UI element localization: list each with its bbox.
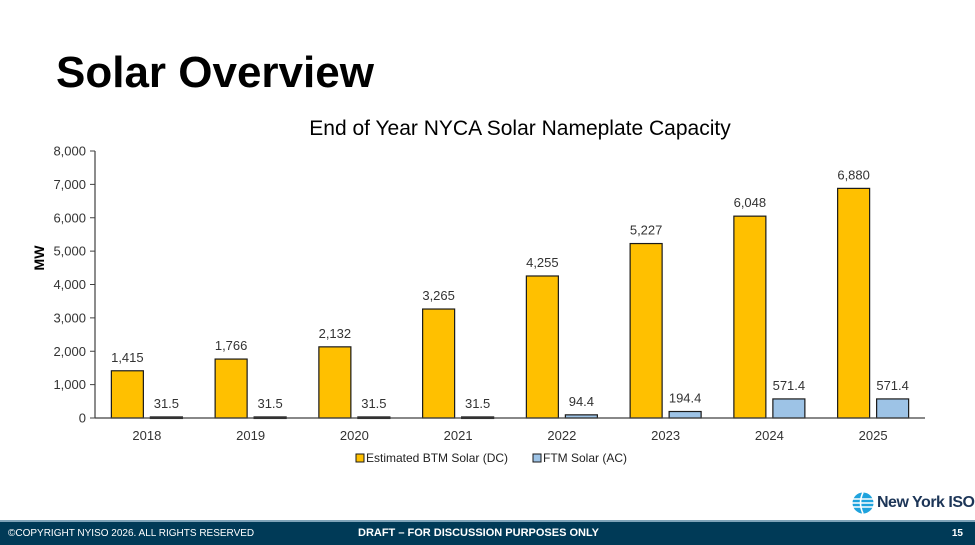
footer-divider: [0, 520, 975, 522]
ftm-data-label-2020: 31.5: [361, 396, 386, 411]
btm-bar-2023: [629, 242, 663, 419]
btm-data-label-2018: 1,415: [111, 350, 144, 365]
copyright-text: ©COPYRIGHT NYISO 2026. ALL RIGHTS RESERV…: [8, 528, 255, 539]
y-tick-label: 2,000: [53, 344, 86, 359]
globe-icon: [852, 492, 874, 514]
btm-data-label-2022: 4,255: [526, 255, 559, 270]
legend-swatch-ftm: [532, 453, 542, 463]
legend-label-ftm: FTM Solar (AC): [543, 451, 627, 465]
ftm-data-label-2022: 94.4: [569, 394, 594, 409]
btm-data-label-2021: 3,265: [422, 288, 455, 303]
btm-bar-2024: [733, 215, 767, 419]
y-tick-label: 3,000: [53, 310, 86, 325]
btm-data-label-2024: 6,048: [734, 195, 767, 210]
y-tick-label: 5,000: [53, 244, 86, 259]
y-tick-label: 1,000: [53, 377, 86, 392]
ftm-data-label-2021: 31.5: [465, 396, 490, 411]
y-tick-label: 6,000: [53, 210, 86, 225]
slide-title: Solar Overview: [56, 48, 374, 97]
y-tick-label: 8,000: [53, 144, 86, 159]
btm-data-label-2019: 1,766: [215, 338, 248, 353]
nyiso-logo: New York ISO: [852, 492, 975, 514]
ftm-data-label-2025: 571.4: [876, 378, 909, 393]
btm-bar-2019: [214, 358, 248, 419]
btm-data-label-2020: 2,132: [319, 326, 352, 341]
x-tick-label-2020: 2020: [340, 428, 369, 443]
btm-data-label-2025: 6,880: [837, 167, 870, 182]
btm-bar-2022: [525, 275, 559, 419]
ftm-bar-2025: [876, 398, 910, 419]
legend: Estimated BTM Solar (DC) FTM Solar (AC): [355, 451, 627, 465]
logo-text: New York ISO: [877, 494, 975, 511]
ftm-data-label-2018: 31.5: [154, 396, 179, 411]
btm-data-label-2023: 5,227: [630, 223, 663, 238]
x-tick-label-2018: 2018: [132, 428, 161, 443]
x-tick-label-2025: 2025: [859, 428, 888, 443]
btm-bar-2020: [318, 346, 352, 419]
bars: 1,415 31.5 1,766 31.5 2,132 31.5 3,265 31.5 4,25…: [110, 167, 910, 420]
ftm-data-label-2024: 571.4: [773, 378, 806, 393]
footer-bar: ©COPYRIGHT NYISO 2026. ALL RIGHTS RESERV…: [0, 522, 975, 545]
x-tick-label-2024: 2024: [755, 428, 784, 443]
x-tick-label-2019: 2019: [236, 428, 265, 443]
y-tick-label: 7,000: [53, 177, 86, 192]
x-tick-label-2021: 2021: [444, 428, 473, 443]
x-tick-label-2022: 2022: [547, 428, 576, 443]
y-tick-label: 4,000: [53, 277, 86, 292]
draft-notice: DRAFT – FOR DISCUSSION PURPOSES ONLY: [358, 527, 600, 539]
btm-bar-2018: [110, 370, 144, 419]
y-axis: 0 1,000 2,000 3,000 4,000 5,000 6,000 7,000 8,00…: [53, 144, 96, 426]
btm-bar-2025: [837, 187, 871, 419]
page-number: 15: [951, 528, 963, 539]
x-tick-label-2023: 2023: [651, 428, 680, 443]
chart-title: End of Year NYCA Solar Nameplate Capacit…: [309, 117, 731, 140]
ftm-bar-2024: [772, 398, 806, 419]
legend-swatch-btm: [355, 453, 365, 463]
bar-chart: End of Year NYCA Solar Nameplate Capacit…: [31, 117, 925, 465]
btm-bar-2021: [422, 308, 456, 419]
y-axis-title: MW: [31, 245, 47, 271]
legend-label-btm: Estimated BTM Solar (DC): [366, 451, 508, 465]
x-axis: 2018 2019 2020 2021 2022 2023 2024 2025: [95, 417, 925, 443]
ftm-data-label-2019: 31.5: [257, 396, 282, 411]
ftm-bar-2023: [668, 410, 702, 419]
y-tick-label: 0: [79, 411, 86, 426]
ftm-data-label-2023: 194.4: [669, 391, 702, 406]
